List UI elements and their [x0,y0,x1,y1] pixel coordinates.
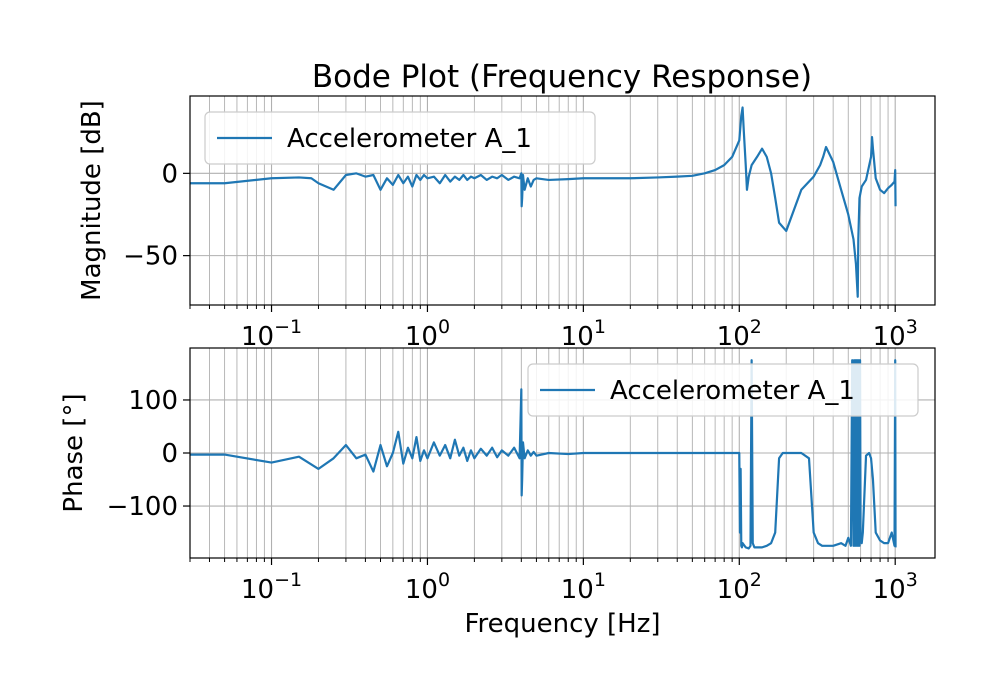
y-tick-label: 0 [161,439,178,469]
legend-label: Accelerometer A_1 [610,376,855,406]
panel-magnitude: 10−1 100 101 102 103 0 −50 Magnitude [dB] Accele… [77,95,936,352]
y-tick-label: −50 [123,242,178,272]
y-tick-label: 100 [128,386,178,416]
panel-phase: 10−1 100 101 102 103 100 0 −100 Phase [°] Frequen… [59,347,936,639]
x-tick-label: 103 [873,569,918,605]
x-tick-label: 102 [717,569,762,605]
legend: Accelerometer A_1 [527,363,919,417]
y-tick-label: −100 [107,492,178,522]
y-axis-label: Phase [°] [59,393,89,512]
y-tick-label: 0 [161,159,178,189]
x-tick-label: 100 [405,569,450,605]
chart-title: Bode Plot (Frequency Response) [312,59,812,95]
legend-box [527,363,919,417]
x-tick-label: 10−1 [241,316,302,352]
legend-box [204,111,596,165]
series-line [190,106,897,298]
y-axis-label: Magnitude [dB] [77,100,107,301]
axes-frame [189,95,936,306]
x-tick-label: 102 [717,316,762,352]
legend: Accelerometer A_1 [204,111,596,165]
x-tick-label: 101 [561,316,606,352]
x-tick-label: 103 [873,316,918,352]
x-tick-label: 10−1 [241,569,302,605]
series-line [190,359,897,550]
x-tick-label: 100 [405,316,450,352]
x-axis-label: Frequency [Hz] [464,609,660,639]
legend-label: Accelerometer A_1 [287,124,532,154]
x-tick-label: 101 [561,569,606,605]
